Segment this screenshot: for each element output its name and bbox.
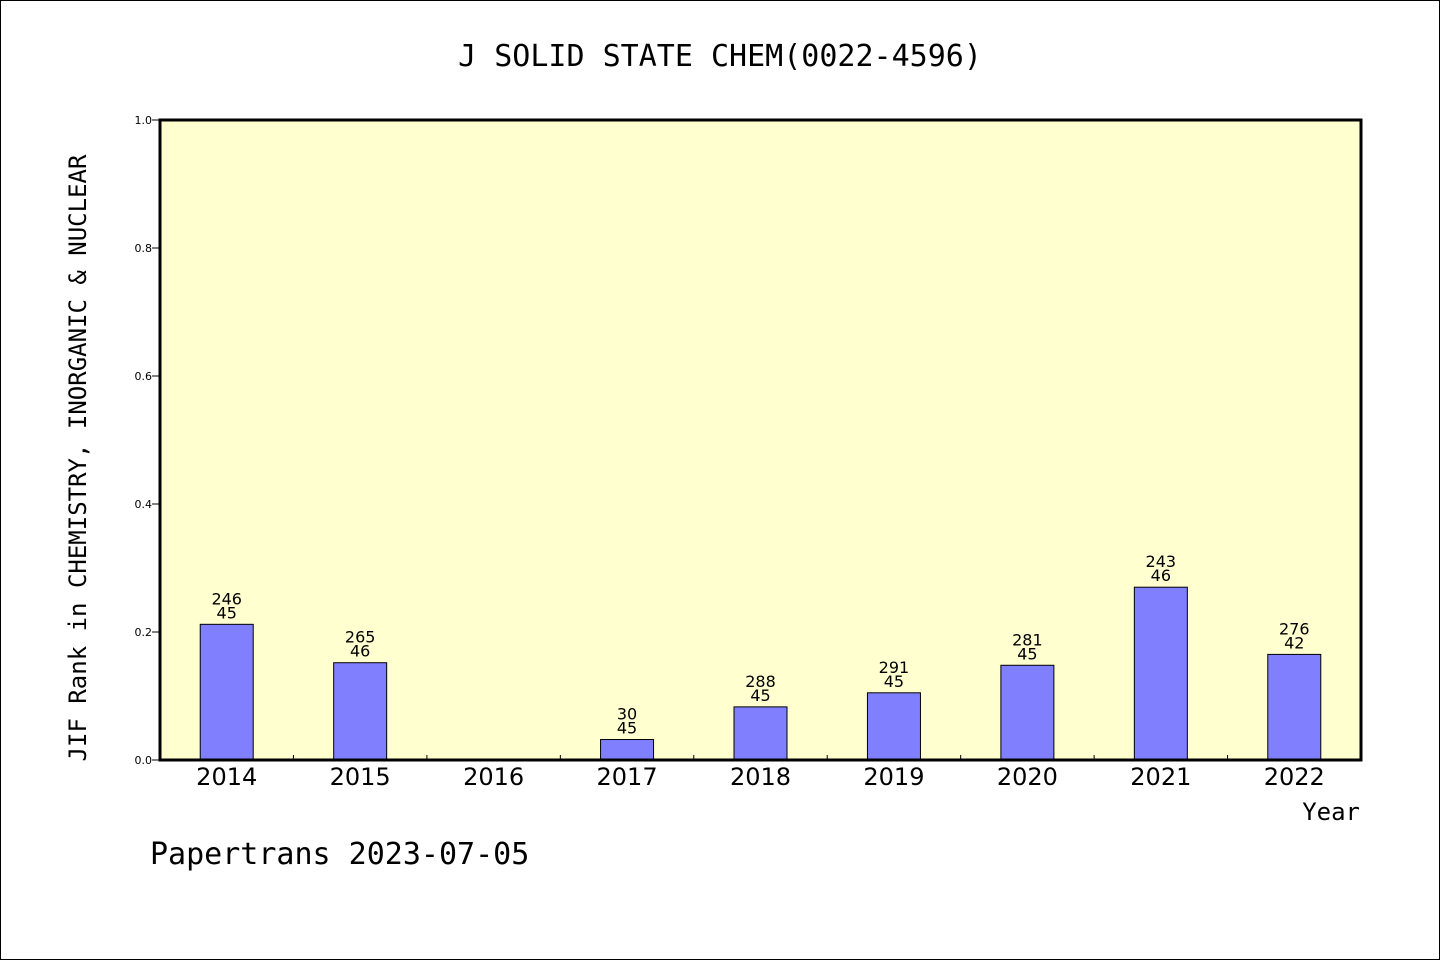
x-tick-label: 2016 [463, 763, 524, 791]
data-label-bottom: 45 [217, 603, 237, 622]
y-tick-label: 0.0 [135, 754, 153, 767]
data-label-bottom: 45 [617, 719, 637, 738]
bar-2018 [733, 706, 788, 761]
y-tick-label: 1.0 [135, 114, 153, 127]
bar-2017 [600, 739, 655, 761]
data-label-top: 288 [745, 672, 776, 691]
x-tick-label: 2015 [330, 763, 391, 791]
bar-2021 [1133, 586, 1188, 761]
data-label-bottom: 45 [884, 672, 904, 691]
y-tick-label: 0.6 [135, 370, 153, 383]
x-axis-label: Year [1302, 798, 1360, 826]
bars [199, 586, 1322, 761]
y-tick-label: 0.8 [135, 242, 153, 255]
bar-2022 [1267, 653, 1322, 761]
data-label-top: 265 [345, 628, 376, 647]
bar-2020 [1000, 664, 1055, 761]
footer-text: Papertrans 2023-07-05 [150, 837, 529, 872]
data-label-top: 276 [1279, 619, 1310, 638]
y-tick-label: 0.4 [135, 498, 153, 511]
bar-2015 [333, 662, 388, 761]
x-tick-label: 2018 [730, 763, 791, 791]
data-label-bottom: 46 [350, 642, 370, 661]
x-tick-label: 2021 [1130, 763, 1191, 791]
plot-border [158, 118, 1363, 762]
data-label-bottom: 46 [1151, 566, 1171, 585]
y-axis: 0.0 0.2 0.4 0.6 0.8 1.0 [135, 114, 160, 767]
data-label-top: 281 [1012, 630, 1043, 649]
bar-2019 [866, 692, 921, 761]
y-tick-label: 0.2 [135, 626, 153, 639]
x-tick-label: 2017 [597, 763, 658, 791]
data-label-bottom: 45 [750, 686, 770, 705]
data-label-top: 246 [211, 589, 242, 608]
chart-title: J SOLID STATE CHEM(0022-4596) [458, 39, 982, 74]
data-label-bottom: 45 [1017, 644, 1037, 663]
y-axis-label: JIF Rank in CHEMISTRY, INORGANIC & NUCLE… [64, 154, 92, 761]
x-tick-label: 2014 [196, 763, 257, 791]
x-axis: 2014 2015 2016 2017 2018 2019 2020 2021 2022 [196, 755, 1325, 791]
x-tick-label: 2022 [1264, 763, 1325, 791]
x-tick-label: 2020 [997, 763, 1058, 791]
data-label-bottom: 42 [1284, 633, 1304, 652]
x-tick-label: 2019 [863, 763, 924, 791]
bar-2014 [199, 623, 254, 761]
data-label-top: 30 [617, 705, 637, 724]
data-label-top: 243 [1146, 552, 1177, 571]
data-label-top: 291 [879, 658, 910, 677]
